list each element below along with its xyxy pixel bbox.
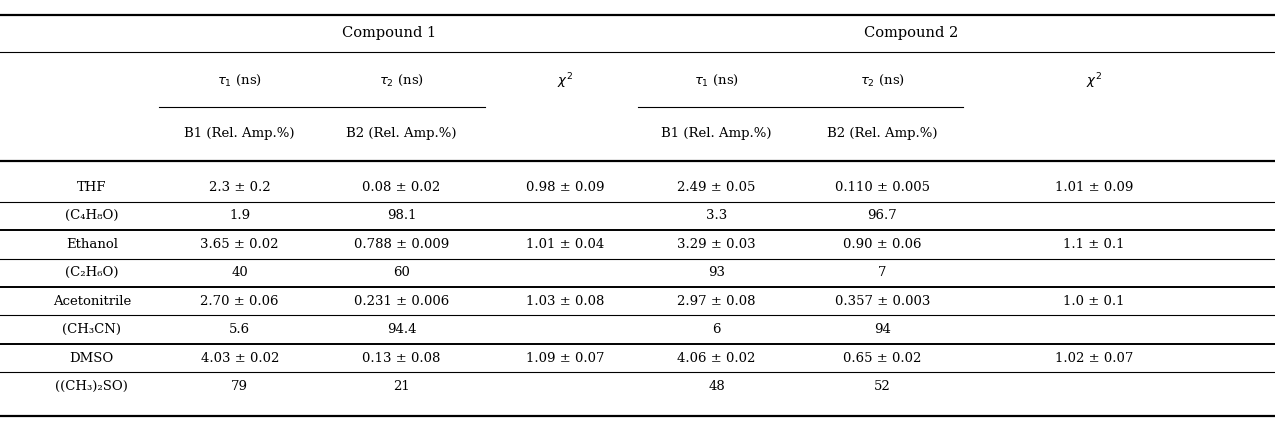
Text: 94: 94	[873, 323, 891, 336]
Text: 60: 60	[393, 266, 411, 279]
Text: (C₄H₈O): (C₄H₈O)	[65, 210, 119, 222]
Text: 4.03 ± 0.02: 4.03 ± 0.02	[200, 352, 279, 365]
Text: 2.3 ± 0.2: 2.3 ± 0.2	[209, 181, 270, 194]
Text: 0.231 ± 0.006: 0.231 ± 0.006	[354, 295, 449, 308]
Text: B2 (Rel. Amp.%): B2 (Rel. Amp.%)	[827, 128, 937, 140]
Text: (CH₃CN): (CH₃CN)	[62, 323, 121, 336]
Text: 0.98 ± 0.09: 0.98 ± 0.09	[525, 181, 604, 194]
Text: 1.0 ± 0.1: 1.0 ± 0.1	[1063, 295, 1125, 308]
Text: 0.357 ± 0.003: 0.357 ± 0.003	[835, 295, 929, 308]
Text: 2.70 ± 0.06: 2.70 ± 0.06	[200, 295, 279, 308]
Text: 2.49 ± 0.05: 2.49 ± 0.05	[677, 181, 756, 194]
Text: 48: 48	[708, 380, 725, 393]
Text: 40: 40	[231, 266, 249, 279]
Text: 0.788 ± 0.009: 0.788 ± 0.009	[354, 238, 449, 251]
Text: 1.02 ± 0.07: 1.02 ± 0.07	[1054, 352, 1133, 365]
Text: 0.90 ± 0.06: 0.90 ± 0.06	[843, 238, 922, 251]
Text: (C₂H₆O): (C₂H₆O)	[65, 266, 119, 279]
Text: $\chi^2$: $\chi^2$	[1086, 71, 1102, 91]
Text: 0.110 ± 0.005: 0.110 ± 0.005	[835, 181, 929, 194]
Text: 79: 79	[231, 380, 249, 393]
Text: $\tau_2$ (ns): $\tau_2$ (ns)	[379, 73, 425, 88]
Text: $\tau_1$ (ns): $\tau_1$ (ns)	[217, 73, 263, 88]
Text: 94.4: 94.4	[386, 323, 417, 336]
Text: 98.1: 98.1	[386, 210, 417, 222]
Text: ((CH₃)₂SO): ((CH₃)₂SO)	[55, 380, 129, 393]
Text: B2 (Rel. Amp.%): B2 (Rel. Amp.%)	[347, 128, 456, 140]
Text: 5.6: 5.6	[230, 323, 250, 336]
Text: 4.06 ± 0.02: 4.06 ± 0.02	[677, 352, 756, 365]
Text: 1.03 ± 0.08: 1.03 ± 0.08	[525, 295, 604, 308]
Text: 0.65 ± 0.02: 0.65 ± 0.02	[843, 352, 922, 365]
Text: 1.1 ± 0.1: 1.1 ± 0.1	[1063, 238, 1125, 251]
Text: 3.3: 3.3	[706, 210, 727, 222]
Text: $\tau_2$ (ns): $\tau_2$ (ns)	[859, 73, 905, 88]
Text: THF: THF	[76, 181, 107, 194]
Text: 96.7: 96.7	[867, 210, 898, 222]
Text: Compound 1: Compound 1	[342, 26, 436, 40]
Text: 3.65 ± 0.02: 3.65 ± 0.02	[200, 238, 279, 251]
Text: 1.01 ± 0.09: 1.01 ± 0.09	[1054, 181, 1133, 194]
Text: $\tau_1$ (ns): $\tau_1$ (ns)	[694, 73, 739, 88]
Text: 93: 93	[708, 266, 725, 279]
Text: $\chi^2$: $\chi^2$	[557, 71, 572, 91]
Text: 21: 21	[393, 380, 411, 393]
Text: Ethanol: Ethanol	[66, 238, 117, 251]
Text: 52: 52	[873, 380, 891, 393]
Text: 1.01 ± 0.04: 1.01 ± 0.04	[525, 238, 604, 251]
Text: 1.09 ± 0.07: 1.09 ± 0.07	[525, 352, 604, 365]
Text: Compound 2: Compound 2	[864, 26, 959, 40]
Text: 2.97 ± 0.08: 2.97 ± 0.08	[677, 295, 756, 308]
Text: DMSO: DMSO	[70, 352, 113, 365]
Text: 0.13 ± 0.08: 0.13 ± 0.08	[362, 352, 441, 365]
Text: Acetonitrile: Acetonitrile	[52, 295, 131, 308]
Text: B1 (Rel. Amp.%): B1 (Rel. Amp.%)	[662, 128, 771, 140]
Text: B1 (Rel. Amp.%): B1 (Rel. Amp.%)	[185, 128, 295, 140]
Text: 0.08 ± 0.02: 0.08 ± 0.02	[362, 181, 441, 194]
Text: 7: 7	[878, 266, 886, 279]
Text: 3.29 ± 0.03: 3.29 ± 0.03	[677, 238, 756, 251]
Text: 1.9: 1.9	[230, 210, 250, 222]
Text: 6: 6	[713, 323, 720, 336]
